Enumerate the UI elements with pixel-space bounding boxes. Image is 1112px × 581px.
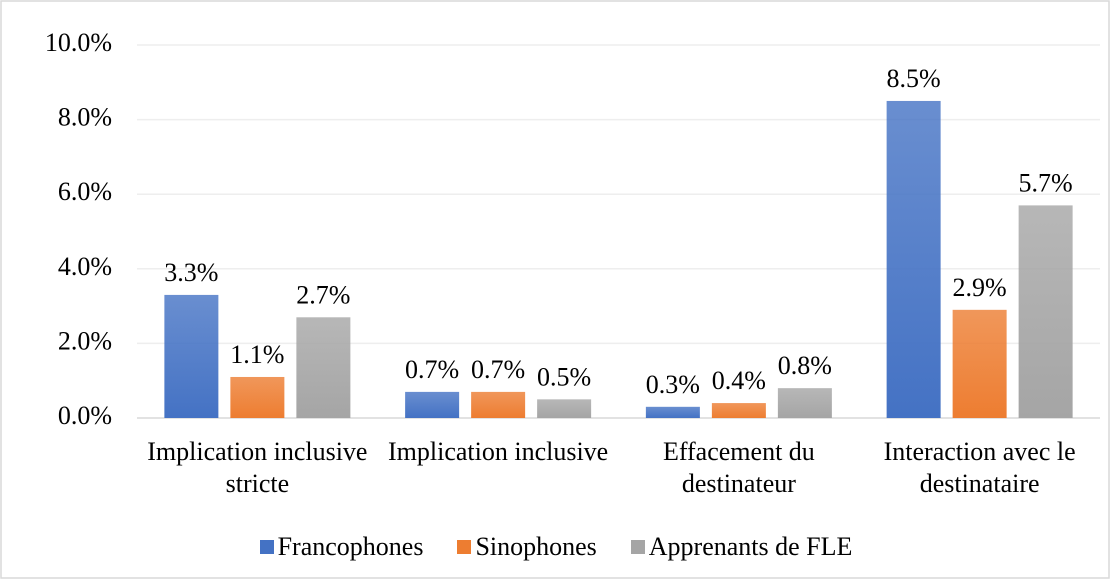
data-label: 0.3% [646,370,700,399]
y-tick-label: 2.0% [58,326,112,355]
bar [886,100,941,418]
x-tick-label: Implication inclusive [388,437,609,466]
y-tick-label: 4.0% [58,252,112,281]
data-label: 0.4% [712,366,766,395]
data-label: 0.8% [778,351,832,380]
bar [296,317,351,418]
legend-label: Apprenants de FLE [648,532,853,561]
x-tick-label: Effacement du destinateur [662,437,815,498]
bar [405,391,460,418]
data-label: 0.5% [537,362,591,391]
legend-item: Apprenants de FLE [630,532,853,562]
bar [537,399,592,418]
legend-label: Francophones [277,532,424,561]
data-label: 1.1% [230,340,284,369]
bar [164,294,219,418]
legend: Francophones Sinophones Apprenants de FLE [0,532,1112,562]
legend-swatch [630,540,645,554]
bar [711,403,766,418]
x-tick-label: Implication inclusive stricte [147,437,368,498]
legend-swatch [259,540,274,554]
legend-swatch [457,540,472,554]
bar [777,388,832,418]
y-tick-label: 10.0% [45,28,112,57]
data-label: 5.7% [1019,168,1073,197]
bar [645,406,700,418]
legend-item: Sinophones [457,532,597,562]
data-label: 3.3% [164,258,218,287]
bar [230,376,285,418]
data-label: 0.7% [405,355,459,384]
bar [952,309,1007,418]
data-label: 0.7% [471,355,525,384]
y-tick-label: 0.0% [58,401,112,430]
y-tick-label: 8.0% [58,103,112,132]
legend-item: Francophones [259,532,424,562]
legend-label: Sinophones [475,532,597,561]
bar [1018,205,1073,418]
bar [471,391,526,418]
data-label: 8.5% [887,64,941,93]
y-tick-label: 6.0% [58,177,112,206]
data-label: 2.9% [953,273,1007,302]
data-label: 2.7% [296,280,350,309]
x-tick-label: Interaction avec le destinataire [883,437,1076,498]
